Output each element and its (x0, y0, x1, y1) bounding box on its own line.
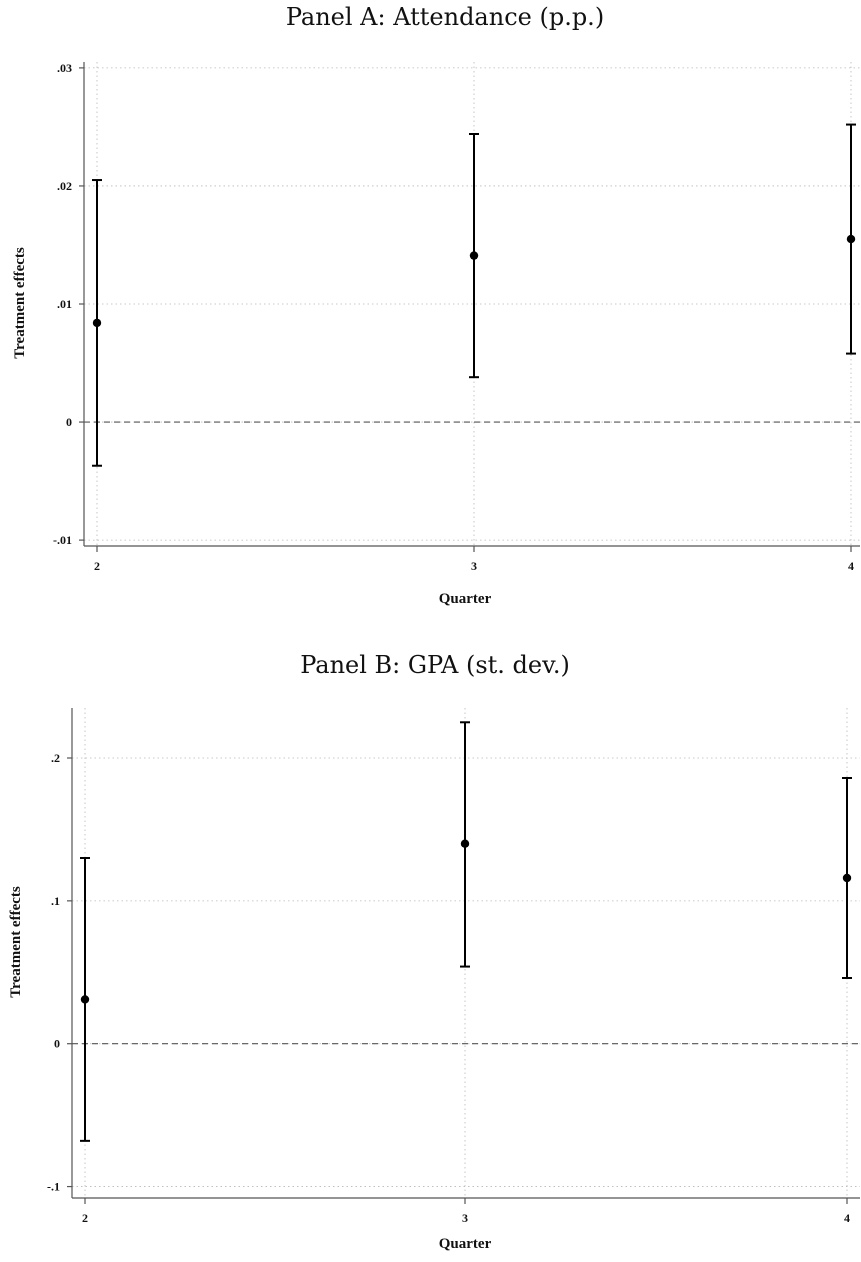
point-estimate (846, 234, 856, 244)
y-axis-label: Treatment effects (8, 886, 24, 998)
y-tick-label: .2 (51, 751, 60, 765)
y-tick-label: .03 (57, 61, 72, 75)
point-estimate (80, 995, 90, 1004)
point-estimate (469, 251, 479, 260)
y-tick-label: -.01 (53, 533, 72, 547)
y-tick-label: 0 (66, 415, 72, 429)
point-estimate (842, 873, 852, 883)
point-estimate (460, 839, 470, 848)
x-tick-label: 3 (471, 559, 477, 573)
x-tick-label: 2 (82, 1211, 88, 1225)
x-tick-label: 2 (94, 559, 100, 573)
y-tick-label: .02 (57, 179, 72, 193)
x-tick-label: 4 (848, 559, 854, 573)
x-axis-label: Quarter (439, 591, 492, 607)
x-tick-label: 3 (462, 1211, 468, 1225)
y-tick-label: .01 (57, 297, 72, 311)
point-estimate (92, 318, 102, 328)
y-tick-label: .1 (51, 894, 60, 908)
panel-title: Panel B: GPA (st. dev.) (300, 651, 570, 679)
x-axis-label: Quarter (439, 1236, 492, 1252)
panel-b: Panel B: GPA (st. dev.) -.1 0 .1 .2 2 3 4 Quarte… (8, 651, 860, 1252)
y-tick-label: -.1 (47, 1180, 60, 1194)
panel-title: Panel A: Attendance (p.p.) (286, 3, 604, 31)
panel-a: Panel A: Attendance (p.p.) -.01 0 .01 .02 .03… (12, 3, 860, 607)
y-tick-label: 0 (54, 1037, 60, 1051)
y-axis-label: Treatment effects (12, 247, 28, 359)
x-tick-label: 4 (844, 1211, 850, 1225)
